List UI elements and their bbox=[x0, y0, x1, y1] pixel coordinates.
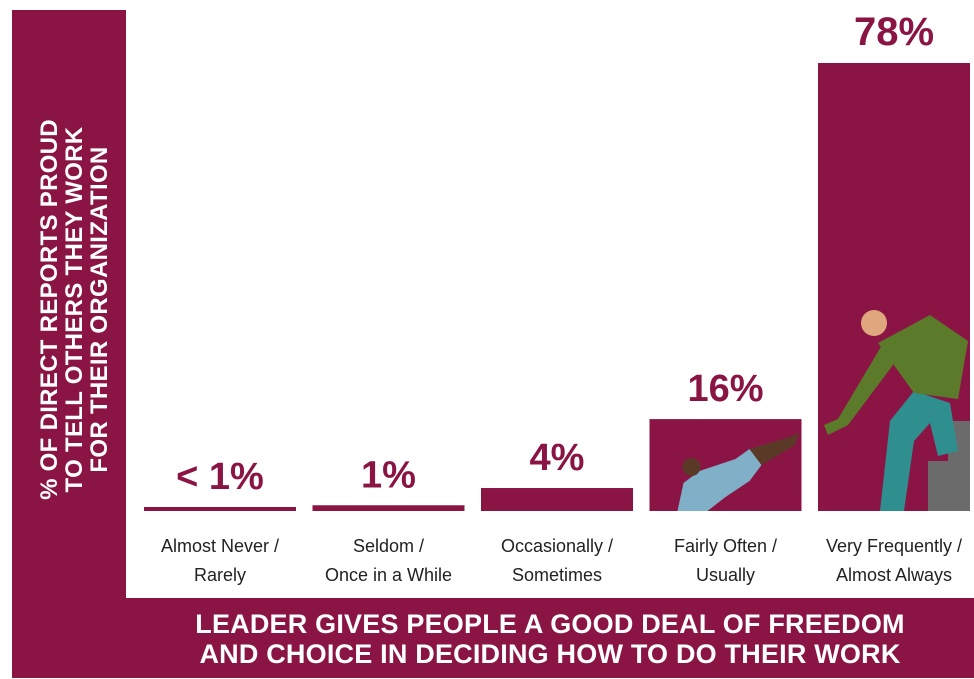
bar-1 bbox=[144, 507, 296, 511]
category-label-1-line-2: Rarely bbox=[194, 565, 246, 585]
helping-figure-illustration bbox=[824, 310, 970, 511]
bar-value-label-2: 1% bbox=[361, 454, 416, 496]
bar-2 bbox=[312, 505, 465, 511]
bar-3 bbox=[481, 488, 633, 511]
bar-value-label-4: 16% bbox=[687, 368, 763, 410]
x-axis-label: LEADER GIVES PEOPLE A GOOD DEAL OF FREED… bbox=[126, 600, 974, 678]
bar-value-label-3: 4% bbox=[530, 437, 585, 479]
category-label-5-line-1: Very Frequently / bbox=[826, 536, 962, 556]
category-label-2-line-1: Seldom / bbox=[353, 536, 424, 556]
x-axis-label-line-1: LEADER GIVES PEOPLE A GOOD DEAL OF FREED… bbox=[195, 609, 905, 639]
bar-value-label-5: 78% bbox=[854, 10, 934, 54]
category-label-2-line-2: Once in a While bbox=[325, 565, 452, 585]
climbing-figure-illustration bbox=[677, 433, 800, 511]
category-label-1-line-1: Almost Never / bbox=[161, 536, 279, 556]
category-label-3-line-1: Occasionally / bbox=[501, 536, 613, 556]
category-label-4-line-2: Usually bbox=[696, 565, 755, 585]
category-label-5-line-2: Almost Always bbox=[836, 565, 952, 585]
bar-value-label-1: < 1% bbox=[176, 456, 264, 498]
category-label-4-line-1: Fairly Often / bbox=[674, 536, 777, 556]
category-label-3-line-2: Sometimes bbox=[512, 565, 602, 585]
x-axis-label-line-2: AND CHOICE IN DECIDING HOW TO DO THEIR W… bbox=[199, 639, 901, 669]
